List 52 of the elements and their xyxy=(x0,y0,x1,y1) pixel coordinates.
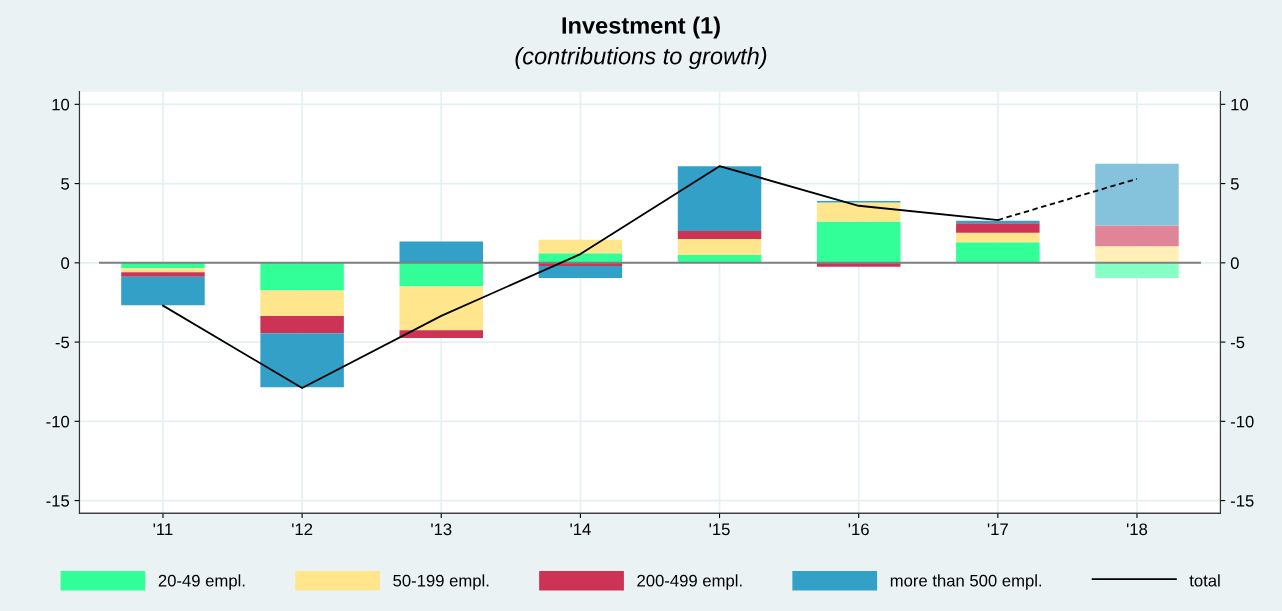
chart-title: Investment (1) xyxy=(562,16,720,39)
bar xyxy=(399,241,483,263)
bar xyxy=(399,262,483,287)
bar xyxy=(399,330,483,339)
legend-label: 20-49 empl. xyxy=(158,574,245,590)
bar xyxy=(1095,225,1179,247)
y2-tick-label: 5 xyxy=(1230,178,1239,190)
y2-tick-label: 0 xyxy=(1230,257,1239,270)
bar xyxy=(260,262,344,291)
chart-subtitle: (contributions to growth) xyxy=(515,47,767,70)
bar xyxy=(956,242,1040,263)
x-tick-label: '18 xyxy=(1126,523,1148,536)
bar xyxy=(538,265,623,278)
y2-tick-label: -5 xyxy=(1230,336,1245,349)
legend-label: more than 500 empl. xyxy=(890,574,1042,590)
x-tick-label: '14 xyxy=(570,523,591,536)
bar xyxy=(121,268,205,273)
bar xyxy=(677,166,762,232)
bar xyxy=(260,315,344,334)
bar xyxy=(260,290,344,316)
bar xyxy=(1095,262,1179,278)
bar xyxy=(677,239,762,255)
bar xyxy=(677,231,762,240)
y-tick-label: -15 xyxy=(46,495,70,507)
bar xyxy=(816,202,901,222)
x-tick-label: '12 xyxy=(292,523,313,536)
bar xyxy=(956,232,1040,243)
x-tick-label: '15 xyxy=(709,523,730,536)
y-tick-label: -10 xyxy=(46,415,70,428)
y2-tick-label: -10 xyxy=(1230,415,1254,428)
legend-label: 50-199 empl. xyxy=(393,574,489,590)
bar xyxy=(538,239,623,254)
bar xyxy=(1095,246,1179,263)
legend-label: total xyxy=(1189,574,1220,587)
bar xyxy=(121,272,205,277)
bar xyxy=(399,286,483,331)
bar xyxy=(121,276,205,306)
bar xyxy=(956,223,1040,233)
x-tick-label: '16 xyxy=(848,523,869,536)
y-tick-label: -5 xyxy=(55,336,70,349)
x-tick-label: '11 xyxy=(153,523,173,536)
y-tick-label: 10 xyxy=(52,98,70,111)
bar xyxy=(260,333,344,388)
y-tick-label: 0 xyxy=(61,257,70,270)
bar xyxy=(1095,163,1179,226)
y2-tick-label: 10 xyxy=(1231,98,1249,111)
bar xyxy=(816,221,901,263)
legend-label: 200-499 empl. xyxy=(637,574,742,590)
x-tick-label: '17 xyxy=(987,523,1008,536)
y2-tick-label: -15 xyxy=(1230,495,1254,507)
x-tick-label: '13 xyxy=(431,523,452,536)
y-tick-label: 5 xyxy=(61,178,70,190)
